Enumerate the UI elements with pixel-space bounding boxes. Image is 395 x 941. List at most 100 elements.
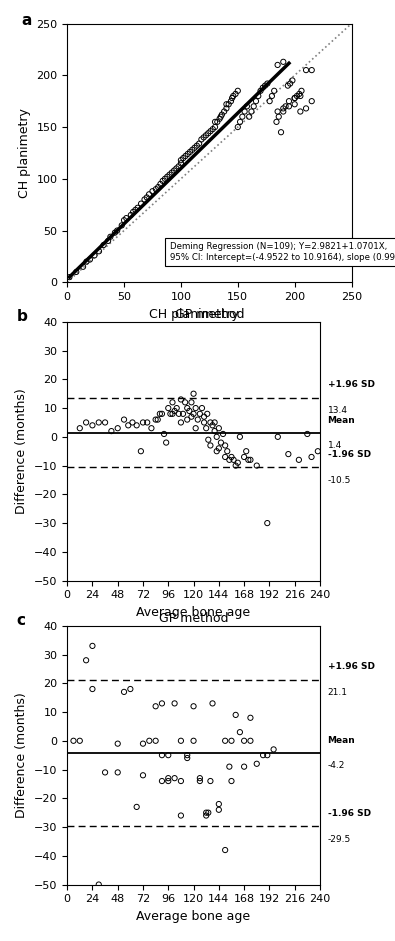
Point <box>115 765 121 780</box>
Point <box>157 407 163 422</box>
Point <box>286 94 292 109</box>
Point <box>178 152 184 167</box>
Point <box>258 84 264 99</box>
Point <box>228 733 235 748</box>
Point <box>171 163 177 178</box>
Point <box>100 237 107 252</box>
Point <box>149 183 156 199</box>
Point <box>214 443 220 458</box>
Point <box>112 225 118 240</box>
Point <box>233 708 239 723</box>
Point <box>157 177 164 192</box>
Text: -1.96 SD: -1.96 SD <box>327 450 371 459</box>
Point <box>303 101 309 116</box>
Text: 13.4: 13.4 <box>327 407 348 415</box>
Point <box>226 97 232 112</box>
Point <box>264 516 271 531</box>
Point <box>296 453 302 468</box>
Point <box>260 747 266 762</box>
Point <box>264 76 271 91</box>
Point <box>171 404 178 419</box>
Point <box>233 458 239 473</box>
Point <box>282 99 289 114</box>
Text: Mean: Mean <box>327 736 355 745</box>
Point <box>214 429 220 444</box>
Point <box>241 733 247 748</box>
Point <box>176 407 182 422</box>
Point <box>298 84 305 99</box>
Point <box>102 415 108 430</box>
Point <box>188 395 195 410</box>
Point <box>241 450 247 465</box>
Point <box>205 126 211 141</box>
Point <box>165 771 171 786</box>
Point <box>186 404 192 419</box>
Point <box>178 733 184 748</box>
Point <box>214 115 220 130</box>
Point <box>96 244 102 259</box>
Point <box>280 101 286 116</box>
Point <box>184 412 190 427</box>
Point <box>235 84 241 99</box>
Point <box>152 733 159 748</box>
Point <box>91 247 98 263</box>
Point <box>280 104 286 120</box>
Point <box>128 208 134 223</box>
Point <box>271 84 277 99</box>
Point <box>229 90 235 105</box>
Point <box>222 438 228 453</box>
X-axis label: GP method: GP method <box>175 308 244 321</box>
Point <box>267 94 273 109</box>
Point <box>222 842 228 857</box>
Point <box>180 407 186 422</box>
Point <box>247 453 254 468</box>
Point <box>203 128 209 143</box>
Point <box>237 725 243 740</box>
Point <box>308 63 315 78</box>
Point <box>271 742 277 757</box>
Point <box>297 88 303 104</box>
Point <box>216 440 222 455</box>
Point <box>83 254 90 269</box>
Point <box>171 771 178 786</box>
Point <box>194 138 200 153</box>
Point <box>130 204 136 219</box>
Point <box>197 774 203 789</box>
Text: 21.1: 21.1 <box>327 688 348 697</box>
Point <box>184 747 190 762</box>
Point <box>96 877 102 892</box>
Point <box>228 450 235 465</box>
Point <box>89 638 96 653</box>
Point <box>107 230 113 245</box>
Point <box>73 264 79 279</box>
Point <box>132 202 139 217</box>
Point <box>83 653 89 668</box>
Point <box>135 200 141 215</box>
Title: CH planimetry: CH planimetry <box>149 308 239 321</box>
Point <box>201 415 207 430</box>
Point <box>140 768 146 783</box>
Point <box>159 747 165 762</box>
Point <box>216 111 223 126</box>
Point <box>184 751 190 766</box>
Text: -10.5: -10.5 <box>327 476 351 485</box>
Point <box>121 684 127 699</box>
Point <box>308 94 315 109</box>
Point <box>184 401 190 416</box>
Point <box>303 63 309 78</box>
Point <box>108 423 115 439</box>
Point <box>226 759 233 774</box>
Point <box>83 415 89 430</box>
Point <box>195 412 201 427</box>
Point <box>204 407 211 422</box>
Point <box>144 415 150 430</box>
Point <box>121 412 127 427</box>
Point <box>165 747 171 762</box>
Point <box>230 453 237 468</box>
Point <box>102 765 108 780</box>
Point <box>146 186 152 202</box>
Point <box>286 99 292 114</box>
Point <box>212 115 218 130</box>
Point <box>184 147 191 162</box>
Point <box>190 386 197 401</box>
